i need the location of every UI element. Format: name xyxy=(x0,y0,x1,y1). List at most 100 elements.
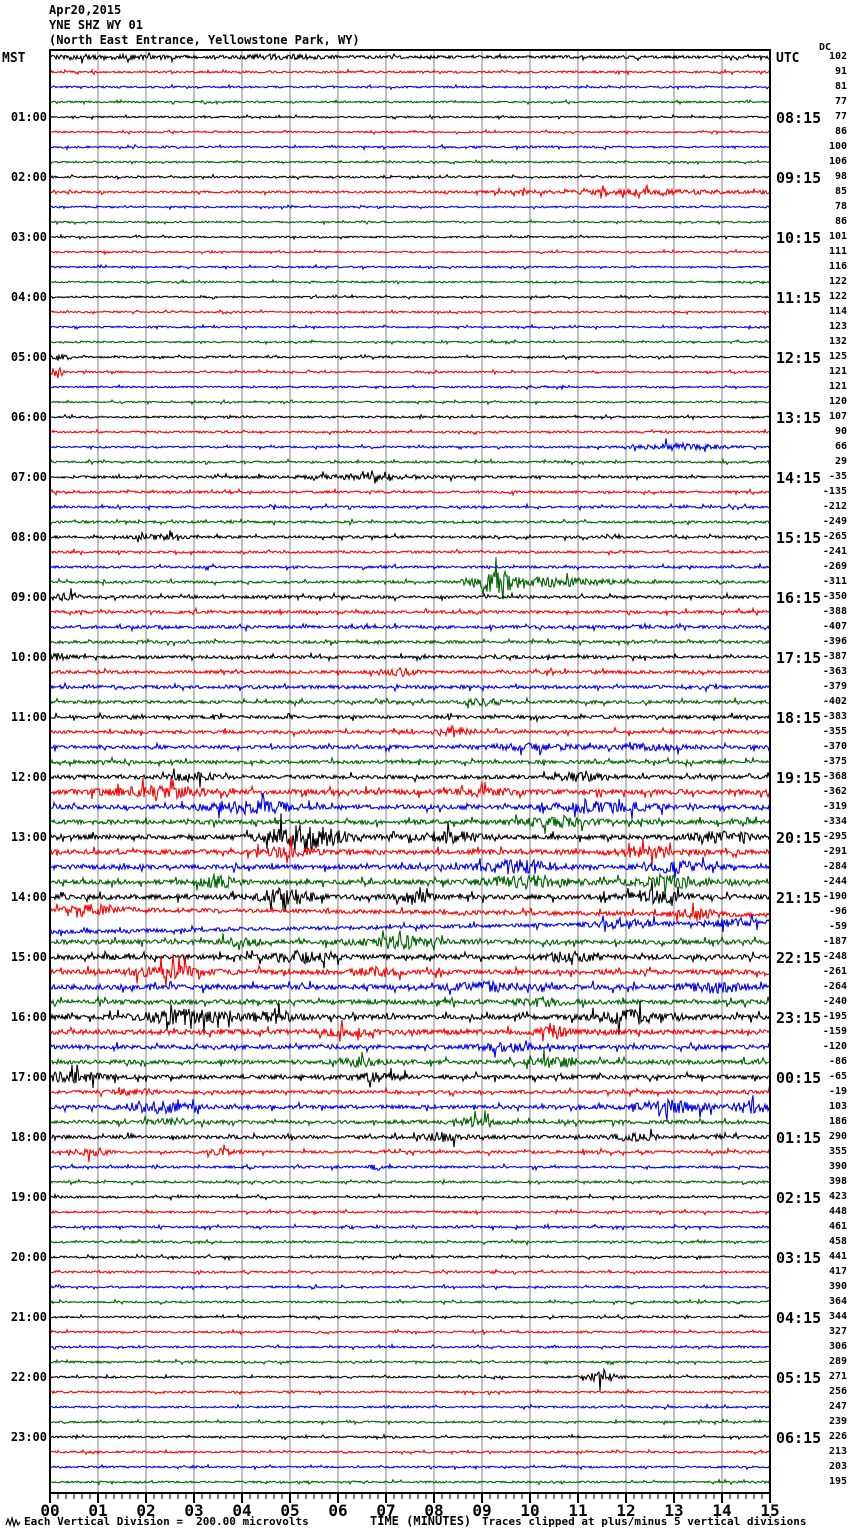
trace-row xyxy=(50,158,770,166)
trace-row xyxy=(50,218,770,226)
utc-hour-label: 08:15 xyxy=(776,109,822,127)
trace-row xyxy=(50,51,770,64)
trace-row xyxy=(50,487,770,497)
dc-offset-value: 271 xyxy=(828,1371,847,1382)
dc-offset-value: 441 xyxy=(828,1251,847,1262)
trace-row xyxy=(50,768,770,788)
mst-hour-label: 15:00 xyxy=(10,950,47,964)
dc-offset-value: 120 xyxy=(828,396,847,407)
x-tick-label: 07 xyxy=(376,1501,396,1520)
dc-offset-value: -370 xyxy=(822,741,847,752)
utc-hour-label: 16:15 xyxy=(776,589,822,607)
trace-row xyxy=(50,203,770,211)
dc-offset-value: 98 xyxy=(834,171,847,182)
trace-row xyxy=(50,1238,770,1247)
dc-offset-value: -190 xyxy=(822,891,847,902)
utc-hour-label: 20:15 xyxy=(776,829,822,847)
trace-row xyxy=(50,1342,770,1351)
dc-offset-value: -375 xyxy=(822,756,847,767)
dc-offset-value: -383 xyxy=(822,711,847,722)
mst-hour-label: 05:00 xyxy=(10,350,47,364)
dc-offset-value: 121 xyxy=(828,381,847,392)
trace-row xyxy=(50,143,770,151)
trace-row xyxy=(50,872,770,894)
mst-hour-label: 19:00 xyxy=(10,1190,47,1204)
trace-row xyxy=(50,588,770,603)
dc-offset-value: -265 xyxy=(822,531,847,542)
dc-offset-value: -350 xyxy=(822,591,847,602)
x-tick-label: 05 xyxy=(280,1501,300,1520)
trace-row xyxy=(50,562,770,572)
dc-offset-value: 186 xyxy=(828,1116,847,1127)
trace-row xyxy=(50,1001,770,1036)
dc-offset-value: -319 xyxy=(822,801,847,812)
dc-offset-value: -195 xyxy=(822,1011,847,1022)
dc-offset-value: -291 xyxy=(822,846,847,857)
trace-row xyxy=(50,1402,770,1411)
mst-hour-label: 17:00 xyxy=(10,1070,47,1084)
mst-hour-label: 08:00 xyxy=(10,530,47,544)
trace-row xyxy=(50,651,770,663)
utc-hour-label: 10:15 xyxy=(776,229,822,247)
utc-hour-label: 00:15 xyxy=(776,1069,822,1087)
trace-row xyxy=(50,1192,770,1202)
trace-row xyxy=(50,278,770,286)
dc-offset-value: 344 xyxy=(828,1311,847,1322)
dc-offset-value: -212 xyxy=(822,501,847,512)
trace-row xyxy=(50,438,770,453)
trace-row xyxy=(50,1162,770,1172)
x-tick-label: 02 xyxy=(136,1501,156,1520)
trace-row xyxy=(50,835,770,866)
trace-row xyxy=(50,1144,770,1163)
utc-hour-label: 22:15 xyxy=(776,949,822,967)
mst-hour-label: 02:00 xyxy=(10,170,47,184)
trace-row xyxy=(50,413,770,421)
clip-note: Traces clipped at plus/minus 5 vertical … xyxy=(482,1515,807,1528)
dc-offset-value: -96 xyxy=(828,906,847,917)
x-tick-label: 00 xyxy=(40,1501,60,1520)
utc-hour-label: 12:15 xyxy=(776,349,822,367)
trace-row xyxy=(50,338,770,346)
utc-hour-label: 13:15 xyxy=(776,409,822,427)
trace-row xyxy=(50,113,770,121)
trace-row xyxy=(50,1328,770,1336)
dc-offset-value: 103 xyxy=(828,1101,847,1112)
trace-row xyxy=(50,428,770,436)
dc-offset-value: -261 xyxy=(822,966,847,977)
utc-hour-label: 11:15 xyxy=(776,289,822,307)
mst-hour-label: 06:00 xyxy=(10,410,47,424)
dc-offset-value: 106 xyxy=(828,156,847,167)
scale-note: Each Vertical Division = 200.00 microvol… xyxy=(24,1515,309,1528)
mst-hour-label: 01:00 xyxy=(10,110,47,124)
dc-offset-value: 86 xyxy=(834,126,847,137)
dc-offset-value: 306 xyxy=(828,1341,847,1352)
trace-row xyxy=(50,547,770,557)
trace-row xyxy=(50,530,770,543)
utc-hour-label: 09:15 xyxy=(776,169,822,187)
x-tick-label: 10 xyxy=(520,1501,540,1520)
trace-row xyxy=(50,248,770,256)
mst-hour-label: 21:00 xyxy=(10,1310,47,1324)
x-tick-label: 13 xyxy=(664,1501,684,1520)
dc-offset-value: -240 xyxy=(822,996,847,1007)
trace-row xyxy=(50,1478,770,1486)
dc-offset-value: 458 xyxy=(828,1236,847,1247)
trace-row xyxy=(50,1064,770,1089)
utc-hour-label: 04:15 xyxy=(776,1309,822,1327)
microvolt-scale-icon xyxy=(5,1516,21,1528)
utc-hour-label: 21:15 xyxy=(776,889,822,907)
utc-hour-label: 23:15 xyxy=(776,1009,822,1027)
trace-row xyxy=(50,930,770,951)
dc-offset-value: 290 xyxy=(828,1131,847,1142)
mst-hour-label: 03:00 xyxy=(10,230,47,244)
dc-offset-value: 116 xyxy=(828,261,847,272)
mst-hour-label: 10:00 xyxy=(10,650,47,664)
trace-row xyxy=(50,1085,770,1099)
dc-offset-value: 102 xyxy=(828,51,847,62)
trace-row xyxy=(50,1222,770,1232)
trace-row xyxy=(50,366,770,379)
dc-offset-value: -244 xyxy=(822,876,847,887)
dc-offset-value: 390 xyxy=(828,1161,847,1172)
dc-offset-value: 91 xyxy=(834,66,847,77)
dc-offset-value: -402 xyxy=(822,696,847,707)
